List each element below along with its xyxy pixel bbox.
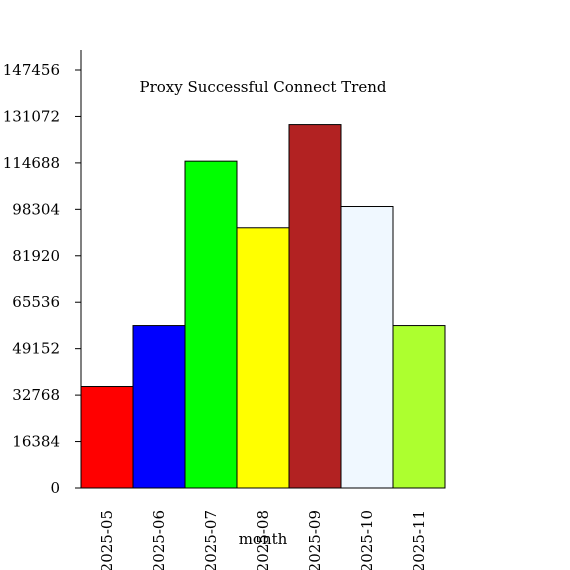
bar-2025-09	[288, 124, 342, 489]
bar-2025-06	[132, 325, 186, 489]
y-tick-label: 32768	[12, 386, 60, 404]
x-tick-label: 2025-05	[98, 510, 116, 570]
x-axis-label: month	[239, 530, 288, 548]
y-tick-label: 49152	[12, 340, 60, 358]
y-tick-label: 147456	[3, 61, 60, 79]
x-tick-label: 2025-10	[358, 510, 376, 570]
y-tick-label: 81920	[12, 247, 60, 265]
y-tick-label: 131072	[3, 107, 60, 125]
bars-group	[80, 124, 446, 489]
y-ticks-group: 0 16384 32768 49152 65536 81920 98304 114688 131…	[3, 61, 81, 497]
y-tick-label: 98304	[12, 200, 60, 218]
x-tick-label: 2025-09	[306, 510, 324, 570]
y-tick-label: 16384	[12, 433, 60, 451]
bar-2025-07	[184, 160, 238, 489]
y-tick-label: 65536	[12, 293, 60, 311]
bar-2025-05	[80, 386, 134, 489]
x-tick-label: 2025-06	[150, 510, 168, 570]
y-tick-label: 0	[50, 479, 60, 497]
x-tick-label: 2025-08	[254, 510, 272, 570]
chart-title: Proxy Successful Connect Trend	[139, 78, 386, 96]
y-tick-label: 114688	[3, 154, 60, 172]
bar-2025-08	[236, 227, 290, 489]
bar-2025-11	[392, 325, 446, 489]
x-ticks-group: 2025-05 2025-06 2025-07 2025-08 2025-09 2025-…	[98, 510, 428, 570]
x-tick-label: 2025-11	[410, 510, 428, 570]
bar-2025-10	[340, 206, 394, 489]
x-tick-label: 2025-07	[202, 510, 220, 570]
